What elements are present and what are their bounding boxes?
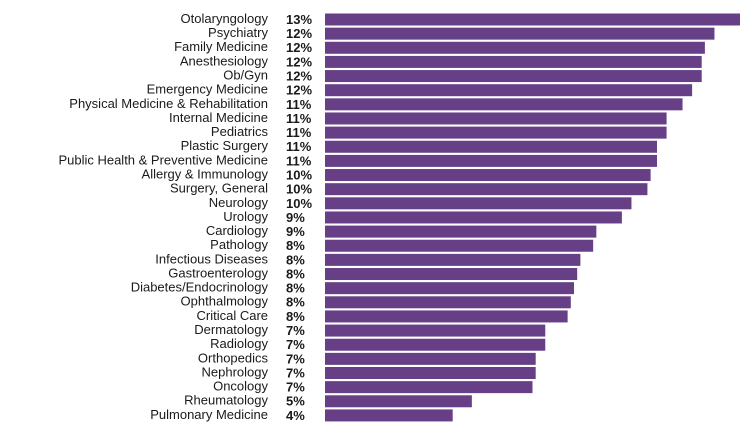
value-label: 12% — [286, 83, 312, 98]
bar — [325, 84, 693, 97]
bar — [325, 239, 594, 252]
bar — [325, 310, 568, 323]
category-label: Internal Medicine — [169, 110, 268, 125]
bar — [325, 352, 536, 365]
value-label: 5% — [286, 394, 305, 409]
category-label: Oncology — [213, 379, 268, 394]
value-label: 7% — [286, 323, 305, 338]
bar — [325, 324, 546, 337]
value-label: 11% — [286, 111, 312, 126]
category-label: Otolaryngology — [181, 11, 269, 26]
value-label: 8% — [286, 252, 305, 267]
bar — [325, 154, 657, 167]
bar — [325, 140, 657, 153]
value-label: 7% — [286, 380, 305, 395]
category-label: Emergency Medicine — [147, 82, 268, 97]
category-label: Family Medicine — [174, 39, 268, 54]
bar — [325, 296, 571, 309]
category-label: Critical Care — [196, 308, 268, 323]
category-label: Orthopedics — [198, 350, 269, 365]
category-label: Dermatology — [194, 322, 268, 337]
category-label: Neurology — [209, 195, 269, 210]
value-label: 12% — [286, 68, 312, 83]
category-label: Public Health & Preventive Medicine — [58, 152, 268, 167]
bar — [325, 197, 632, 210]
category-label: Pediatrics — [211, 124, 269, 139]
value-label: 10% — [286, 167, 312, 182]
category-label: Ophthalmology — [181, 294, 269, 309]
value-label: 8% — [286, 238, 305, 253]
value-label: 12% — [286, 54, 312, 69]
bar — [325, 253, 581, 266]
value-label: 8% — [286, 295, 305, 310]
category-label: Ob/Gyn — [223, 67, 268, 82]
category-label: Nephrology — [202, 364, 269, 379]
value-label: 12% — [286, 26, 312, 41]
bar — [325, 395, 472, 408]
value-label: 9% — [286, 210, 305, 225]
value-label: 10% — [286, 182, 312, 197]
value-label: 12% — [286, 40, 312, 55]
category-label: Pulmonary Medicine — [150, 407, 268, 422]
bar — [325, 268, 578, 281]
value-label: 11% — [286, 139, 312, 154]
value-label: 11% — [286, 125, 312, 140]
bar — [325, 367, 536, 379]
bar — [325, 41, 705, 54]
category-label: Urology — [223, 209, 268, 224]
value-label: 8% — [286, 281, 305, 296]
bar — [325, 112, 667, 125]
bar — [325, 225, 597, 238]
category-label: Plastic Surgery — [181, 138, 269, 153]
value-label: 4% — [286, 408, 305, 423]
bar — [325, 169, 651, 182]
bar — [325, 98, 683, 111]
category-label: Pathology — [210, 237, 268, 252]
value-label: 11% — [286, 97, 312, 112]
bar — [325, 282, 574, 295]
value-label: 8% — [286, 266, 305, 281]
category-label: Allergy & Immunology — [142, 166, 269, 181]
category-label: Anesthesiology — [180, 53, 269, 68]
category-label: Surgery, General — [170, 181, 268, 196]
bar — [325, 338, 546, 351]
category-label: Rheumatology — [184, 393, 268, 408]
value-label: 11% — [286, 153, 312, 168]
category-label: Diabetes/Endocrinology — [131, 280, 269, 295]
value-label: 9% — [286, 224, 305, 239]
bar — [325, 55, 702, 68]
bar — [325, 409, 453, 422]
bar — [325, 126, 667, 139]
category-label: Cardiology — [206, 223, 269, 238]
value-label: 7% — [286, 365, 305, 380]
bar — [325, 381, 533, 394]
category-label: Radiology — [210, 336, 268, 351]
value-label: 13% — [286, 12, 312, 27]
value-label: 7% — [286, 351, 305, 366]
value-label: 8% — [286, 309, 305, 324]
category-label: Infectious Diseases — [155, 251, 268, 266]
bar — [325, 70, 702, 83]
value-label: 10% — [286, 196, 312, 211]
bar — [325, 211, 622, 224]
bar — [325, 183, 648, 196]
value-label: 7% — [286, 337, 305, 352]
category-label: Gastroenterology — [168, 265, 268, 280]
category-label: Physical Medicine & Rehabilitation — [69, 96, 268, 111]
bar — [325, 13, 740, 26]
bar — [325, 27, 715, 40]
category-label: Psychiatry — [208, 25, 268, 40]
